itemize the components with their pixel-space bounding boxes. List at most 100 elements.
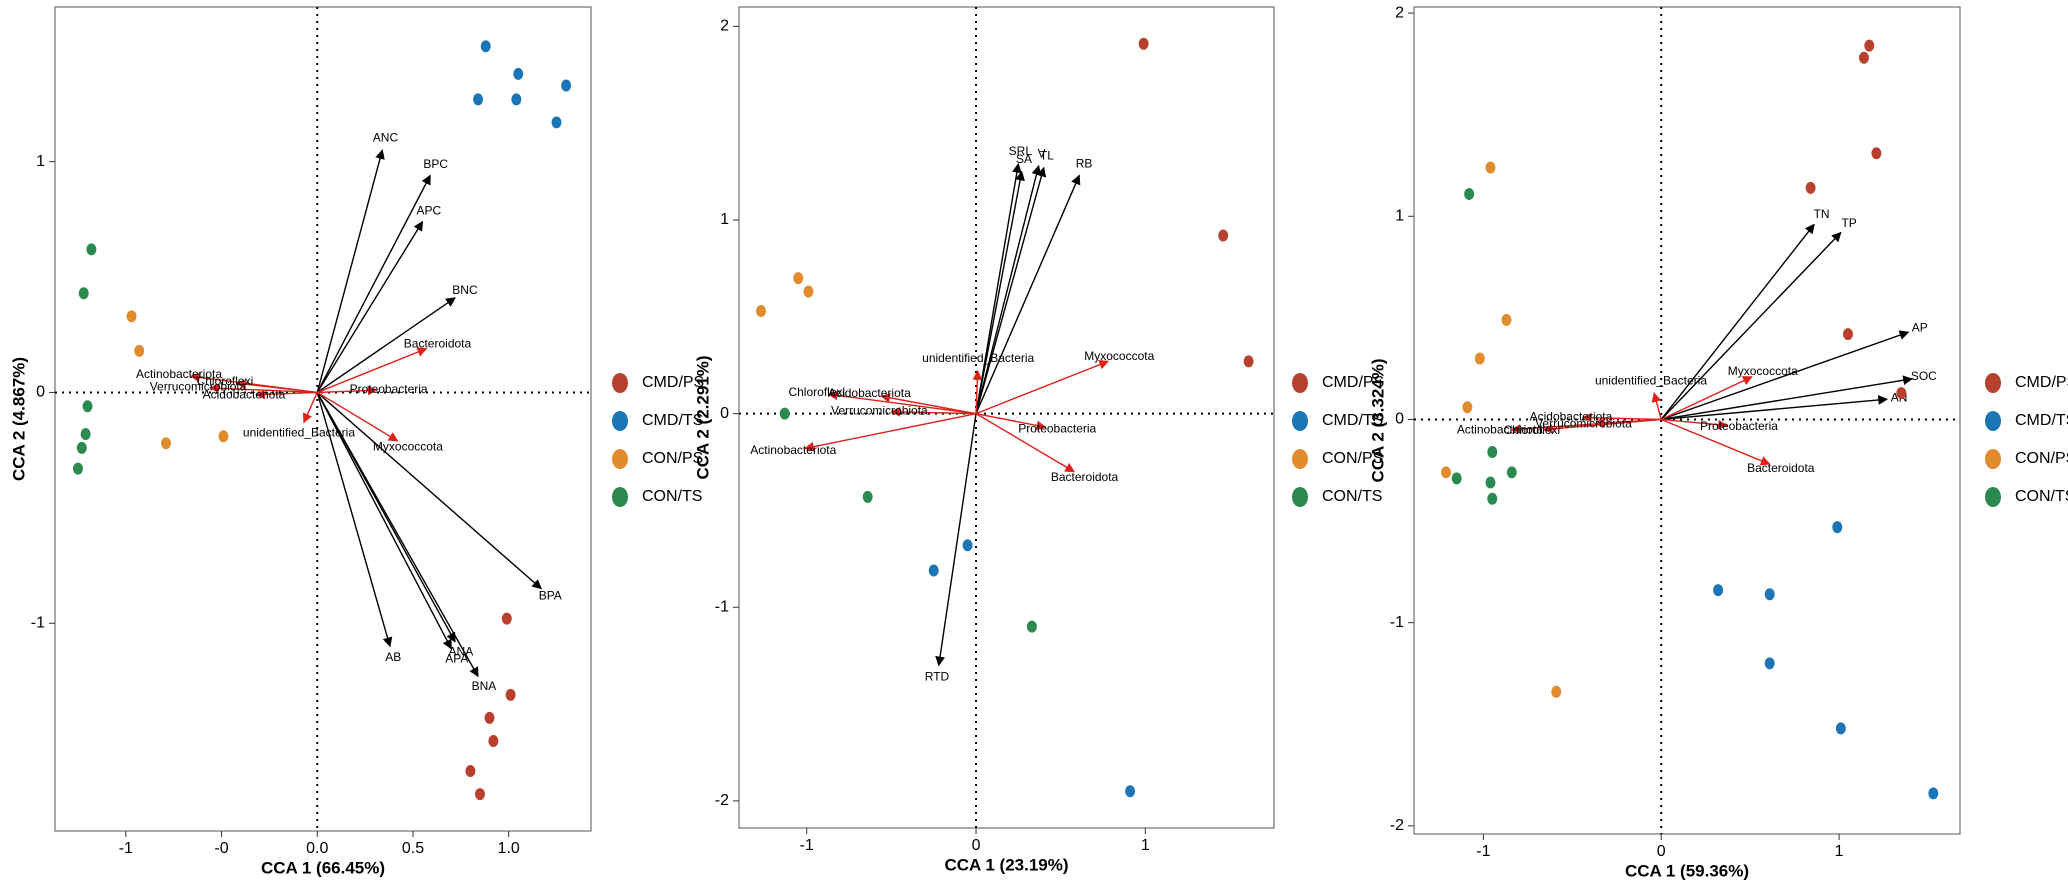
vector-label: BPC: [423, 157, 448, 171]
vector-label: TN: [1814, 207, 1830, 221]
vector-label: ANC: [373, 131, 399, 145]
vector-arrow: [1660, 223, 1815, 420]
vector-arrow: [804, 412, 977, 452]
point: [501, 612, 512, 625]
y-axis-label: CCA 2 (4.867%): [9, 357, 28, 481]
point: [1026, 620, 1037, 633]
x-axis-label: CCA 1 (59.36%): [1625, 861, 1749, 880]
vector-label: Verrucomicrobiota: [831, 404, 928, 418]
legend-swatch: [612, 373, 628, 393]
point: [80, 428, 91, 441]
vector-label: SA: [1016, 152, 1032, 166]
point: [1842, 328, 1853, 341]
point: [72, 462, 83, 475]
point: [511, 93, 522, 106]
point: [1485, 161, 1496, 174]
point: [488, 734, 499, 747]
vector-arrow: [1661, 375, 1913, 421]
x-tick-label: 0.0: [306, 840, 328, 857]
x-tick-label: 0: [1657, 843, 1666, 860]
vector-label: Verrucomicrobiota: [150, 379, 247, 393]
vector-arrow: [1660, 418, 1771, 466]
y-axis-label: CCA 2 (3.324%): [1368, 358, 1387, 482]
y-tick-label: 0: [720, 405, 729, 422]
vector-label: Bacteroidota: [404, 336, 472, 350]
legend-swatch: [1292, 373, 1308, 393]
point: [474, 788, 485, 801]
vector-arrow: [316, 391, 399, 442]
point: [1928, 787, 1939, 800]
legend-label: CMD/PS: [2015, 374, 2068, 391]
y-tick-label: 1: [36, 153, 45, 170]
legend-label: CON/PS: [1322, 450, 1383, 467]
point: [862, 490, 873, 503]
vector-arrow: [975, 162, 1022, 414]
y-tick-label: 2: [720, 18, 729, 35]
vector-label: Acidobacteriota: [203, 387, 286, 401]
vector-arrow: [827, 390, 977, 415]
legend-swatch: [1292, 487, 1308, 507]
y-tick-label: -2: [1390, 817, 1404, 834]
point: [1832, 521, 1843, 534]
x-tick-label: -0: [214, 840, 228, 857]
point: [465, 764, 476, 777]
point: [1858, 51, 1869, 64]
vector-label: APC: [416, 204, 441, 218]
vector-arrow: [890, 406, 977, 417]
point: [161, 437, 172, 450]
vector-arrow: [880, 392, 977, 415]
vector-arrow: [316, 392, 393, 648]
vector-label: ANA: [449, 644, 474, 658]
plot-frame: [738, 6, 1275, 829]
y-tick-label: 0: [36, 384, 45, 401]
legend-swatch: [1985, 373, 2001, 393]
vector-arrow: [316, 220, 424, 393]
point: [1506, 466, 1517, 479]
vector-label: APA: [445, 651, 468, 665]
point: [1485, 476, 1496, 489]
legend-swatch: [1985, 487, 2001, 507]
vector-arrow: [255, 389, 318, 400]
vector-label: BNA: [472, 679, 497, 693]
legend-label: CON/PS: [2015, 450, 2068, 467]
y-tick-label: 1: [1395, 208, 1404, 225]
vector-arrow: [1581, 412, 1662, 423]
point: [561, 79, 572, 92]
vector-label: Actinobacteriota: [750, 443, 836, 457]
vector-label: Verrucomicrobiota: [1535, 416, 1632, 430]
x-tick-label: -1: [800, 837, 814, 854]
point: [1487, 492, 1498, 505]
vector-label: BNC: [452, 283, 478, 297]
vector-arrow: [975, 360, 1109, 415]
point: [1243, 355, 1254, 368]
point: [1896, 387, 1907, 400]
vector-label: V: [1038, 146, 1046, 160]
legend-label: CMD/TS: [642, 412, 703, 429]
vector-label: RB: [1076, 157, 1093, 171]
vector-label: SOC: [1911, 369, 1937, 383]
vector-arrow: [316, 392, 452, 650]
vector-label: Chloroflexi: [1504, 423, 1561, 437]
point: [78, 287, 89, 300]
point: [756, 305, 767, 318]
x-axis-label: CCA 1 (23.19%): [944, 855, 1068, 874]
vector-label: AB: [385, 650, 401, 664]
plot-frame: [54, 6, 592, 832]
point: [218, 430, 229, 443]
point: [928, 564, 939, 577]
point: [1464, 187, 1475, 200]
vector-arrow: [235, 379, 318, 394]
point: [1805, 181, 1816, 194]
point: [505, 688, 516, 701]
vector-label: BPA: [539, 589, 562, 603]
legend-swatch: [1292, 411, 1308, 431]
legend-label: CMD/PS: [1322, 374, 1384, 391]
vector-label: unidentified_Bacteria: [243, 426, 355, 440]
vector-arrow: [1661, 418, 1728, 430]
point: [1551, 685, 1562, 698]
y-tick-label: -2: [715, 792, 729, 809]
point: [126, 310, 137, 323]
y-axis-label: CCA 2 (2.291%): [693, 355, 712, 479]
vector-label: RTD: [925, 669, 950, 683]
